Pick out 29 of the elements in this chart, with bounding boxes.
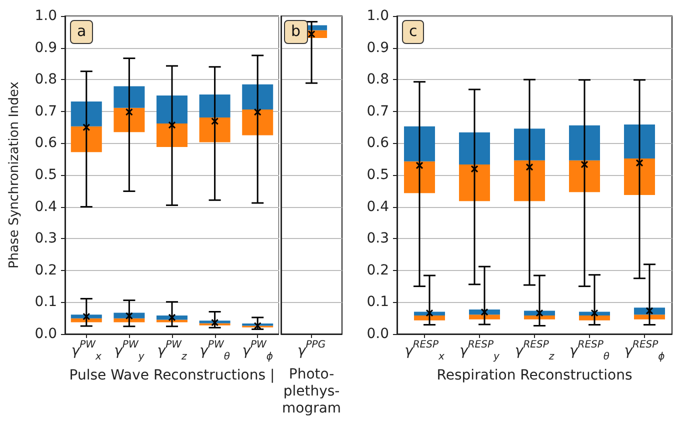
y-tick-label: 0.9: [366, 40, 389, 56]
x-axis-title: Pulse Wave Reconstructions |: [69, 367, 275, 384]
y-tick-label: 0.5: [34, 167, 57, 183]
y-tick-label: 0.0: [366, 326, 389, 342]
y-tick-label: 0.3: [34, 230, 57, 247]
x-axis-title: Photo- plethys- mogram: [282, 366, 342, 416]
y-tick-label: 0.1: [366, 294, 389, 310]
y-tick-label: 1.0: [34, 8, 57, 24]
annotation: b: [284, 20, 308, 44]
y-tick-label: 0.1: [34, 294, 57, 310]
y-tick-label: 0.2: [366, 262, 389, 278]
annotation: a: [70, 20, 94, 44]
y-tick-label: 0.9: [34, 40, 57, 56]
y-tick-label: 0.8: [34, 72, 57, 88]
y-tick-label: 0.5: [366, 167, 389, 183]
y-axis-title: Phase Synchronization Index: [7, 81, 22, 268]
y-tick-label: 0.6: [34, 135, 58, 152]
annotation: c: [402, 20, 424, 44]
y-tick-label: 0.4: [366, 198, 390, 215]
y-tick-label: 0.3: [366, 230, 389, 247]
y-tick-label: 1.0: [366, 8, 389, 24]
y-tick-label: 0.2: [34, 262, 57, 278]
y-tick-label: 0.8: [366, 72, 389, 88]
y-tick-label: 0.4: [34, 198, 58, 215]
y-tick-label: 0.6: [366, 135, 390, 152]
x-axis-title: Respiration Reconstructions: [436, 367, 632, 384]
y-tick-label: 0.7: [34, 103, 57, 120]
y-tick-label: 0.0: [34, 326, 57, 342]
y-tick-label: 0.7: [366, 103, 389, 120]
